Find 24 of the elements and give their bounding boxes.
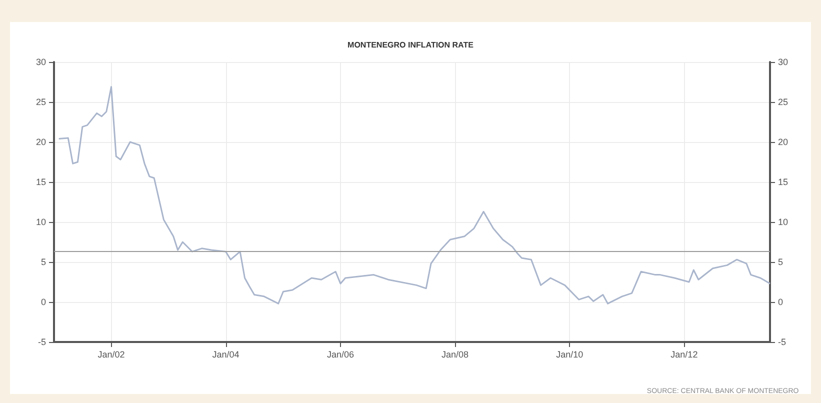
y2-tick-label: 5 <box>778 257 784 267</box>
y-tick-label: -5 <box>38 337 46 347</box>
y-tick-label: 30 <box>36 57 46 67</box>
y2-tick-label: 20 <box>778 137 788 147</box>
x-tick-label: Jan/08 <box>441 350 468 360</box>
chart-title: MONTENEGRO INFLATION RATE <box>348 40 474 50</box>
x-tick-label: Jan/06 <box>326 350 354 360</box>
y2-tick-label: 0 <box>778 297 784 307</box>
y2-tick-label: -5 <box>778 337 786 347</box>
y-tick-label: 0 <box>40 297 46 307</box>
y-tick-label: 25 <box>36 97 46 107</box>
x-tick-label: Jan/04 <box>212 350 240 360</box>
y-tick-label: 20 <box>36 137 46 147</box>
x-tick-label: Jan/10 <box>556 350 584 360</box>
y2-tick-label: 10 <box>778 217 788 227</box>
x-tick-label: Jan/02 <box>98 350 125 360</box>
y-tick-label: 10 <box>36 217 46 227</box>
y-tick-label: 5 <box>40 257 46 267</box>
line-series <box>58 86 771 304</box>
y-tick-label: 15 <box>36 177 46 187</box>
y2-tick-label: 30 <box>778 57 788 67</box>
x-tick-label: Jan/12 <box>670 350 698 360</box>
y2-tick-label: 25 <box>778 97 788 107</box>
y2-tick-label: 15 <box>778 177 788 187</box>
